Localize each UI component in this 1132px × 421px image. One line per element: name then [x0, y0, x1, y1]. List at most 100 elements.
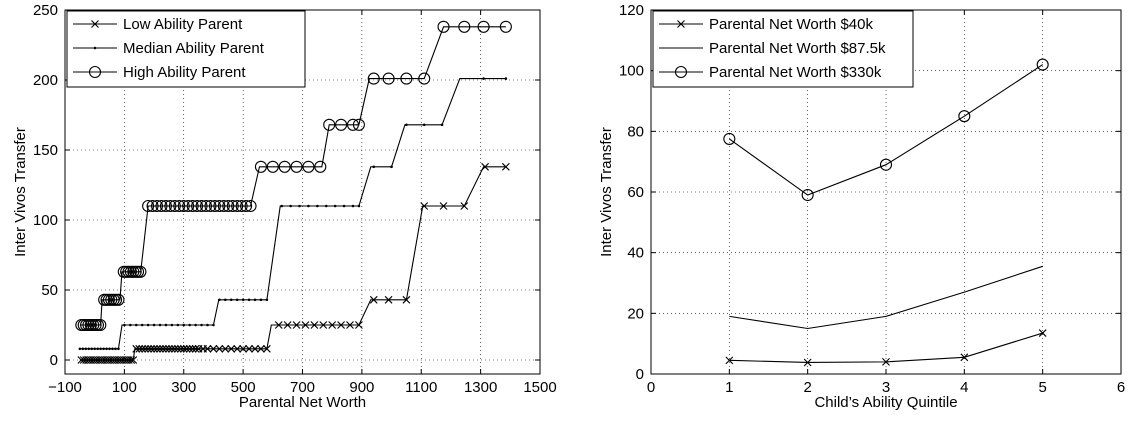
data-point-circle-marker: [208, 199, 221, 213]
data-point-dot-marker: [241, 298, 245, 302]
data-point-x-marker: [182, 344, 191, 353]
data-point-dot-marker: [316, 204, 319, 208]
series-line-3: [729, 64, 1043, 196]
x-tick-label: 1100: [405, 379, 437, 396]
data-point-dot-marker: [123, 323, 126, 327]
data-point-x-marker: [355, 321, 363, 329]
data-point-circle-marker: [1036, 58, 1049, 71]
data-point-dot-marker: [504, 77, 508, 80]
legend-label-1: Low Ability Parent: [123, 16, 243, 33]
data-point-x-marker: [803, 358, 812, 367]
x-tick-label: 500: [231, 379, 256, 396]
data-point-dot-marker: [351, 204, 355, 208]
data-point-circle-marker: [217, 199, 230, 213]
data-point-circle-marker: [244, 199, 257, 213]
series-markers-1: [77, 162, 510, 364]
data-point-circle-marker: [231, 199, 244, 213]
data-point-x-marker: [346, 321, 354, 329]
data-point-circle-marker: [335, 118, 348, 131]
data-point-dot-marker: [102, 347, 105, 351]
data-point-x-marker: [129, 356, 138, 364]
y-tick-label: 40: [627, 245, 644, 262]
data-point-x-marker: [481, 162, 489, 171]
x-tick-label: 1300: [464, 379, 497, 396]
data-point-circle-marker: [254, 160, 267, 173]
data-point-dot-marker: [280, 204, 284, 208]
series-group: [75, 20, 512, 364]
data-point-x-marker: [153, 344, 161, 353]
y-tick-label: 100: [33, 212, 58, 229]
data-point-circle-marker: [400, 72, 413, 85]
data-point-dot-marker: [182, 323, 186, 327]
data-point-x-marker: [191, 344, 200, 353]
data-point-dot-marker: [96, 347, 99, 351]
data-point-dot-marker: [482, 77, 485, 80]
data-point-dot-marker: [164, 323, 168, 327]
x-tick-label: 0: [647, 379, 655, 396]
data-point-circle-marker: [323, 118, 336, 131]
data-point-dot-marker: [87, 347, 91, 351]
data-point-dot-marker: [200, 323, 203, 327]
data-point-dot-marker: [212, 323, 215, 327]
data-point-x-marker: [165, 344, 173, 353]
data-point-dot-marker: [84, 347, 88, 351]
data-point-dot-marker: [218, 298, 221, 302]
data-point-x-marker: [460, 202, 469, 210]
data-point-x-marker: [147, 344, 155, 353]
data-point-circle-marker: [195, 199, 208, 213]
data-point-circle-marker: [235, 199, 248, 213]
data-point-dot-marker: [298, 204, 301, 208]
data-point-circle-marker: [134, 265, 147, 278]
data-point-circle-marker: [159, 199, 172, 213]
data-point-dot-marker: [111, 347, 114, 351]
data-point-x-marker: [301, 321, 310, 329]
legend-label-3: Parental Net Worth $330k: [709, 64, 882, 81]
y-tick-label: 150: [33, 142, 58, 159]
data-point-circle-marker: [173, 199, 186, 213]
data-point-x-marker: [239, 344, 248, 353]
data-point-circle-marker: [199, 199, 213, 213]
data-point-x-marker: [1038, 329, 1047, 337]
legend-label-3: High Ability Parent: [123, 64, 246, 81]
data-point-x-marker: [337, 321, 345, 329]
data-point-circle-marker: [499, 20, 512, 33]
data-point-circle-marker: [801, 188, 814, 202]
data-point-x-marker: [402, 295, 411, 304]
data-point-dot-marker: [265, 298, 269, 302]
data-point-x-marker: [162, 344, 170, 353]
data-point-x-marker: [274, 321, 283, 329]
x-tick-label: 900: [349, 379, 374, 396]
data-point-dot-marker: [93, 347, 96, 351]
data-point-x-marker: [188, 344, 197, 353]
data-point-x-marker: [221, 344, 230, 353]
data-point-x-marker: [179, 344, 188, 353]
data-point-dot-marker: [176, 323, 180, 327]
data-point-x-marker: [159, 344, 167, 353]
x-tick-label: 1: [725, 379, 733, 396]
data-point-circle-marker: [674, 65, 688, 79]
data-point-dot-marker: [422, 123, 426, 127]
data-point-x-marker: [150, 344, 158, 353]
data-point-dot-marker: [289, 204, 292, 208]
data-point-circle-marker: [367, 72, 380, 85]
data-point-dot-marker: [333, 204, 337, 208]
data-point-circle-marker: [226, 199, 239, 213]
data-point-dot-marker: [105, 347, 108, 351]
data-point-circle-marker: [146, 199, 159, 213]
data-point-dot-marker: [158, 323, 162, 327]
data-point-dot-marker: [307, 204, 310, 208]
y-axis-label: Inter Vivos Transfer: [598, 127, 615, 257]
data-point-dot-marker: [206, 323, 209, 327]
data-point-dot-marker: [229, 298, 233, 302]
data-point-circle-marker: [186, 199, 199, 213]
data-point-circle-marker: [278, 160, 291, 173]
data-point-circle-marker: [240, 199, 253, 213]
y-tick-label: 0: [636, 366, 644, 383]
x-axis-label: Parental Net Worth: [239, 394, 366, 411]
data-point-x-marker: [262, 344, 271, 353]
data-point-x-marker: [209, 344, 218, 353]
data-point-x-marker: [176, 344, 185, 353]
data-point-dot-marker: [259, 298, 263, 302]
data-point-x-marker: [384, 295, 393, 304]
x-tick-label: 3: [882, 379, 890, 396]
